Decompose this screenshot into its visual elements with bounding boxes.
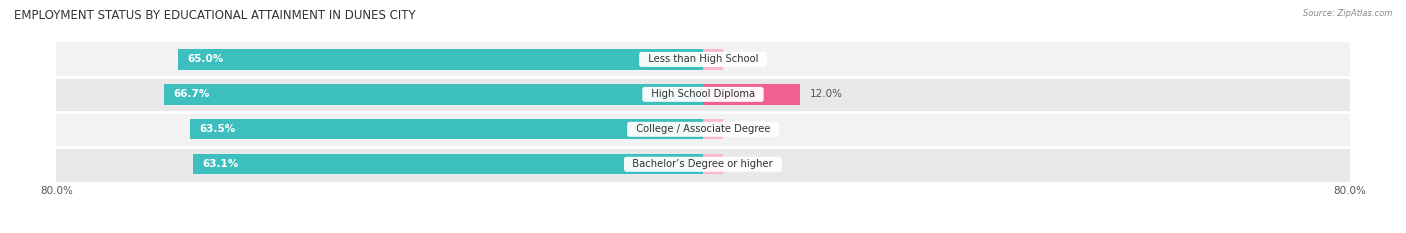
Bar	[56, 42, 1350, 77]
Bar	[703, 49, 723, 69]
Text: 0.0%: 0.0%	[733, 159, 759, 169]
Text: 63.1%: 63.1%	[202, 159, 239, 169]
Bar	[703, 119, 723, 139]
Text: Less than High School: Less than High School	[641, 55, 765, 64]
Bar	[703, 84, 800, 105]
Bar	[190, 119, 703, 139]
Bar	[703, 154, 723, 174]
Text: 63.5%: 63.5%	[200, 124, 236, 134]
Text: EMPLOYMENT STATUS BY EDUCATIONAL ATTAINMENT IN DUNES CITY: EMPLOYMENT STATUS BY EDUCATIONAL ATTAINM…	[14, 9, 416, 22]
Text: 65.0%: 65.0%	[187, 55, 224, 64]
Text: 66.7%: 66.7%	[173, 89, 209, 99]
Text: 0.0%: 0.0%	[733, 55, 759, 64]
Text: High School Diploma: High School Diploma	[645, 89, 761, 99]
Bar	[177, 49, 703, 69]
Text: College / Associate Degree: College / Associate Degree	[630, 124, 776, 134]
Bar	[56, 77, 1350, 112]
Text: 0.0%: 0.0%	[733, 124, 759, 134]
Bar	[56, 147, 1350, 182]
Bar	[163, 84, 703, 105]
Text: 12.0%: 12.0%	[810, 89, 842, 99]
Bar	[193, 154, 703, 174]
Text: Bachelor’s Degree or higher: Bachelor’s Degree or higher	[627, 159, 779, 169]
Bar	[56, 112, 1350, 147]
Text: Source: ZipAtlas.com: Source: ZipAtlas.com	[1302, 9, 1392, 18]
